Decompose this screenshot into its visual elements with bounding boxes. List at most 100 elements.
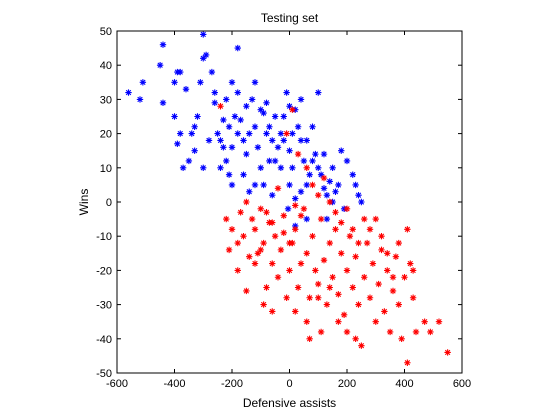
x-tick-label: 600 <box>453 378 471 390</box>
x-tick-label: -400 <box>163 378 185 390</box>
data-point <box>303 137 310 144</box>
data-point <box>317 171 325 178</box>
data-point <box>320 174 328 182</box>
data-point <box>312 267 319 274</box>
data-point <box>372 318 379 325</box>
x-tick-label: 0 <box>286 378 292 390</box>
data-point <box>280 113 287 120</box>
data-point <box>297 137 305 144</box>
data-point <box>251 181 259 189</box>
data-point <box>251 226 259 233</box>
data-point <box>323 215 331 223</box>
data-point <box>185 157 193 165</box>
data-point <box>243 287 250 295</box>
data-point <box>375 280 382 288</box>
data-point <box>260 239 267 247</box>
data-point <box>303 318 310 325</box>
data-point <box>284 205 292 213</box>
data-point <box>378 233 385 240</box>
x-tick-label: -600 <box>106 378 128 390</box>
data-point <box>246 130 253 137</box>
data-point <box>312 150 319 158</box>
data-point <box>300 205 308 213</box>
data-point <box>306 335 313 342</box>
data-point <box>366 226 374 233</box>
data-point <box>228 144 236 151</box>
data-point <box>237 116 244 124</box>
data-point <box>194 113 201 120</box>
y-tick-label: 0 <box>106 197 112 209</box>
data-point <box>125 89 132 96</box>
data-point <box>159 99 167 107</box>
data-point <box>200 55 207 62</box>
data-point <box>294 284 302 291</box>
data-point <box>286 147 293 154</box>
data-point <box>228 79 236 86</box>
data-point <box>294 150 302 158</box>
data-point <box>231 113 239 120</box>
data-point <box>297 188 305 195</box>
data-point <box>274 144 282 151</box>
data-point <box>211 99 218 107</box>
data-point <box>309 157 316 165</box>
data-point <box>343 267 351 274</box>
data-point <box>358 198 365 206</box>
data-point <box>139 79 147 86</box>
data-point <box>315 164 322 171</box>
data-point <box>404 359 411 366</box>
data-point <box>366 294 374 301</box>
data-point <box>303 164 310 171</box>
data-point <box>320 150 328 158</box>
data-point <box>343 328 351 336</box>
data-point <box>340 311 348 319</box>
data-point <box>386 328 394 336</box>
data-point <box>266 157 273 165</box>
data-point <box>234 267 241 274</box>
data-point <box>237 209 244 216</box>
data-point <box>303 181 310 189</box>
data-point <box>274 185 282 192</box>
data-point <box>217 164 224 171</box>
data-point <box>220 144 227 151</box>
data-point <box>332 209 339 216</box>
data-point <box>286 103 293 110</box>
data-point <box>283 130 290 137</box>
y-tick-label: -20 <box>96 265 112 277</box>
data-point <box>289 130 296 137</box>
data-point <box>352 335 359 342</box>
data-point <box>197 79 204 86</box>
data-point <box>277 246 285 254</box>
data-point <box>323 301 331 308</box>
data-point <box>292 222 299 230</box>
data-point <box>257 164 264 171</box>
data-point <box>271 157 279 165</box>
data-point <box>355 301 362 308</box>
series-1 <box>217 103 451 366</box>
data-point <box>289 106 296 113</box>
data-point <box>243 150 250 158</box>
data-point <box>309 181 316 189</box>
data-point <box>338 147 345 154</box>
data-point <box>171 113 178 120</box>
data-point <box>297 96 305 103</box>
data-point <box>435 318 443 325</box>
data-point <box>243 198 250 206</box>
data-point <box>254 250 262 257</box>
data-point <box>234 89 241 96</box>
data-point <box>225 123 233 130</box>
data-point <box>260 301 267 308</box>
data-point <box>292 195 299 202</box>
data-point <box>234 239 241 247</box>
data-point <box>156 62 164 69</box>
x-tick-label: 400 <box>395 378 413 390</box>
data-point <box>271 113 279 120</box>
data-point <box>306 294 313 301</box>
data-point <box>283 89 290 96</box>
data-point <box>211 89 218 96</box>
data-point <box>407 260 414 267</box>
series-0 <box>125 31 365 230</box>
x-tick-label: 200 <box>338 378 356 390</box>
data-point <box>277 164 285 171</box>
data-point <box>297 212 305 219</box>
data-point <box>248 215 256 223</box>
